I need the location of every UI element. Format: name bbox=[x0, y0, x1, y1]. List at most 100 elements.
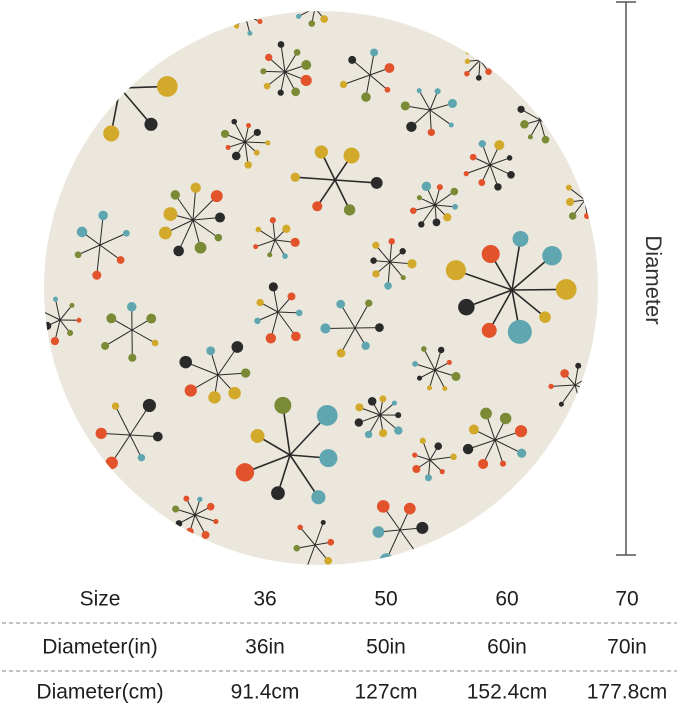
spoke-ball bbox=[194, 241, 207, 254]
starburst bbox=[463, 140, 515, 191]
spoke-ball bbox=[250, 429, 265, 443]
spoke-ball bbox=[550, 124, 556, 130]
spoke-ball bbox=[384, 86, 391, 93]
spoke bbox=[422, 440, 431, 461]
spoke-ball bbox=[478, 140, 486, 148]
spoke bbox=[419, 197, 436, 206]
spoke bbox=[478, 59, 481, 78]
spoke-ball bbox=[601, 193, 609, 201]
spoke-ball bbox=[464, 70, 470, 77]
spoke-ball bbox=[506, 155, 513, 161]
spoke-ball bbox=[379, 395, 387, 403]
spoke bbox=[423, 348, 436, 371]
spoke-ball bbox=[175, 520, 183, 527]
spoke bbox=[257, 311, 279, 322]
spoke-ball bbox=[152, 431, 163, 442]
spoke-ball bbox=[485, 68, 492, 75]
spoke-ball bbox=[587, 387, 596, 396]
spoke-ball bbox=[103, 125, 120, 142]
spoke bbox=[369, 74, 388, 91]
spoke-ball bbox=[412, 361, 418, 367]
spoke-ball bbox=[478, 458, 489, 469]
starburst bbox=[260, 41, 312, 97]
spoke-ball bbox=[355, 403, 364, 412]
spoke-ball bbox=[267, 252, 273, 258]
spoke-ball bbox=[254, 317, 261, 325]
spoke-ball bbox=[478, 179, 486, 186]
spoke-ball bbox=[146, 313, 157, 324]
spoke-ball bbox=[156, 76, 178, 97]
spoke bbox=[568, 187, 586, 201]
spoke-ball bbox=[384, 281, 392, 290]
starburst bbox=[253, 217, 300, 259]
spoke bbox=[489, 164, 512, 176]
spoke-ball bbox=[388, 238, 395, 245]
spoke bbox=[389, 261, 404, 279]
spoke bbox=[233, 121, 246, 143]
spoke bbox=[298, 11, 316, 17]
spoke-ball bbox=[442, 386, 448, 392]
spoke-ball bbox=[439, 469, 445, 475]
spoke-ball bbox=[277, 41, 285, 48]
spoke-ball bbox=[255, 226, 262, 233]
table-cell: 177.8cm bbox=[587, 681, 668, 704]
spoke-ball bbox=[274, 396, 292, 414]
spoke bbox=[494, 439, 504, 464]
spoke-ball bbox=[462, 443, 474, 455]
spoke-ball bbox=[98, 210, 108, 221]
spoke-ball bbox=[421, 346, 427, 352]
spoke-ball bbox=[463, 170, 469, 177]
spoke-ball bbox=[244, 0, 251, 6]
spoke bbox=[529, 119, 541, 138]
spoke-ball bbox=[253, 128, 261, 137]
spoke-ball bbox=[290, 172, 300, 182]
dimension-label: Diameter bbox=[641, 235, 666, 324]
spoke-ball bbox=[123, 229, 130, 237]
spoke-ball bbox=[208, 391, 221, 404]
starburst bbox=[409, 181, 459, 228]
spoke-ball bbox=[184, 384, 197, 397]
spoke-ball bbox=[517, 105, 525, 113]
spoke bbox=[511, 289, 546, 318]
spoke-ball bbox=[287, 292, 296, 301]
spoke bbox=[474, 43, 481, 61]
size-table: Size 36 50 60 70 Diameter(in) 36in 50in 60in 70in… bbox=[36, 588, 667, 704]
starburst bbox=[101, 302, 159, 362]
starburst bbox=[462, 407, 528, 469]
spoke bbox=[488, 289, 513, 331]
spoke-ball bbox=[575, 399, 586, 409]
spoke bbox=[539, 105, 549, 121]
starburst bbox=[220, 118, 271, 169]
spoke-ball bbox=[311, 490, 326, 505]
spoke bbox=[368, 414, 381, 435]
spoke-ball bbox=[295, 309, 303, 317]
spoke-ball bbox=[137, 453, 146, 462]
spoke-ball bbox=[416, 195, 422, 201]
spoke-ball bbox=[560, 369, 569, 378]
spoke bbox=[266, 71, 286, 87]
spoke bbox=[129, 434, 142, 458]
spoke-ball bbox=[215, 212, 226, 223]
spoke-ball bbox=[437, 346, 445, 354]
spoke bbox=[103, 27, 121, 89]
spoke-ball bbox=[320, 519, 326, 525]
spoke bbox=[334, 179, 377, 184]
spoke bbox=[354, 302, 370, 329]
table-cell: 36 bbox=[253, 588, 276, 611]
spoke-ball bbox=[419, 437, 426, 444]
spoke-ball bbox=[370, 257, 377, 264]
spoke-ball bbox=[481, 244, 500, 264]
rug bbox=[44, 11, 598, 565]
spoke bbox=[560, 384, 576, 405]
spoke bbox=[539, 113, 561, 121]
starburst bbox=[293, 519, 335, 565]
spoke-ball bbox=[244, 161, 252, 169]
spoke-ball bbox=[76, 226, 88, 238]
spoke-ball bbox=[520, 120, 529, 129]
spoke-ball bbox=[539, 311, 551, 323]
spoke-ball bbox=[256, 298, 264, 307]
spoke-ball bbox=[566, 197, 575, 207]
spoke-ball bbox=[555, 279, 577, 300]
spoke-ball bbox=[413, 550, 423, 560]
spoke-ball bbox=[247, 30, 253, 36]
